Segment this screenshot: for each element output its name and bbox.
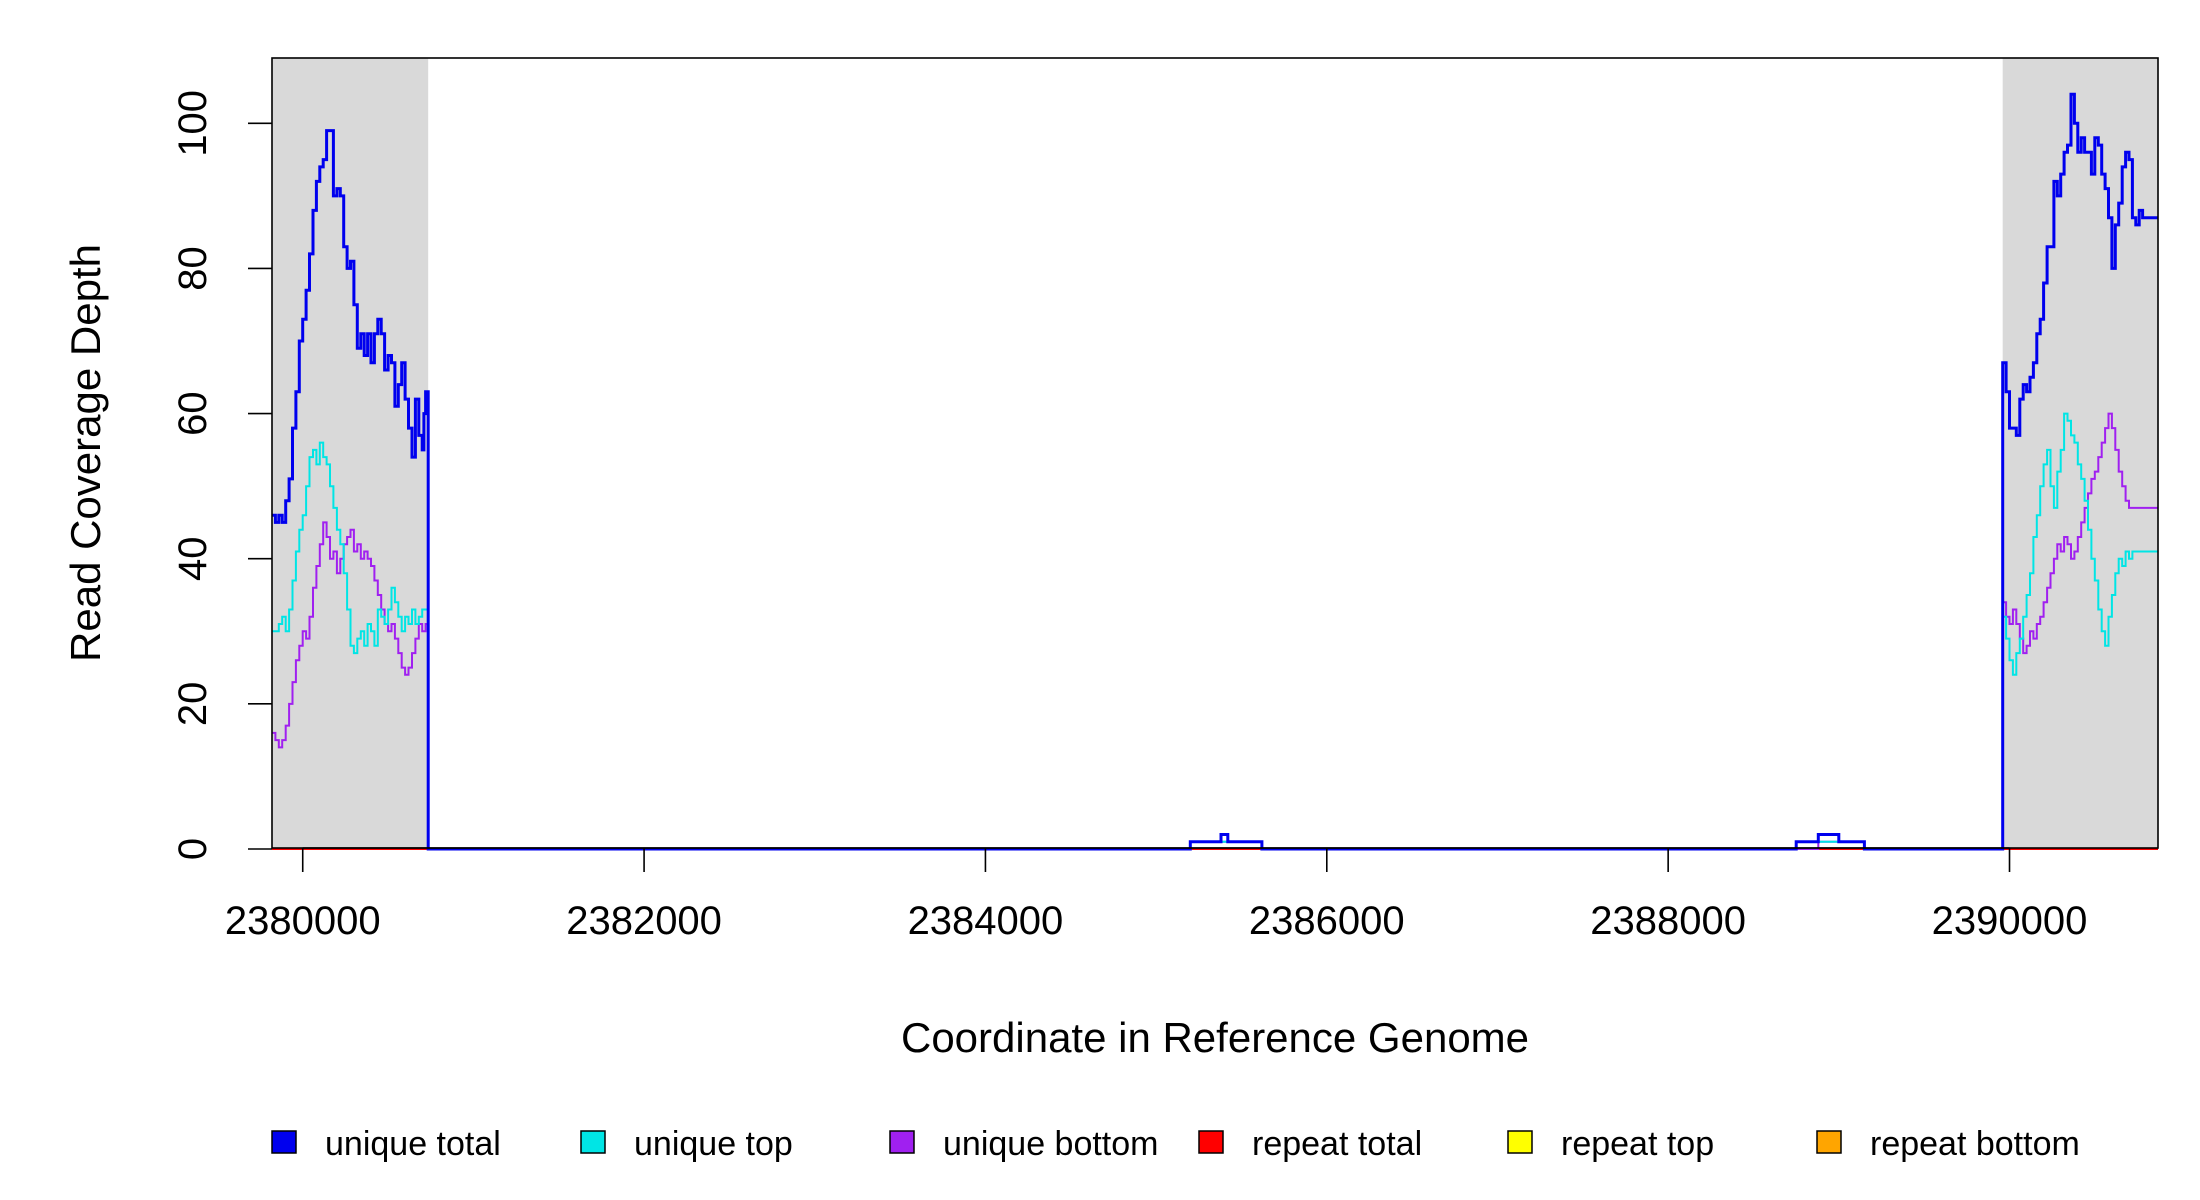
- y-axis-label: Read Coverage Depth: [62, 244, 109, 662]
- y-axis: 0 20 40 60 80 100: [171, 90, 272, 860]
- y-tick-label: 0: [171, 838, 215, 860]
- x-tick-label: 2388000: [1590, 899, 1746, 943]
- series-unique-bottom: [272, 412, 2158, 850]
- y-tick-label: 100: [171, 90, 215, 157]
- series-unique-top: [272, 412, 2158, 850]
- y-tick-label: 60: [171, 391, 215, 436]
- x-tick-label: 2384000: [908, 899, 1064, 943]
- series-lines: [272, 92, 2158, 851]
- y-tick-label: 80: [171, 246, 215, 291]
- x-tick-label: 2380000: [225, 899, 381, 943]
- legend-swatch: [889, 1130, 915, 1154]
- x-tick-label: 2382000: [566, 899, 722, 943]
- legend-label: unique total: [325, 1125, 501, 1163]
- y-tick-label: 20: [171, 682, 215, 727]
- legend-label: repeat bottom: [1870, 1125, 2080, 1163]
- y-tick-label: 40: [171, 536, 215, 581]
- x-axis-label: Coordinate in Reference Genome: [901, 1014, 1529, 1061]
- legend-label: repeat total: [1252, 1125, 1422, 1163]
- legend-swatch: [1198, 1130, 1224, 1154]
- legend: unique total unique top unique bottom repea…: [271, 1125, 2080, 1163]
- legend-label: unique top: [634, 1125, 793, 1163]
- shaded-region-2: [2002, 58, 2158, 848]
- shaded-regions: [272, 58, 2158, 848]
- legend-label: repeat top: [1561, 1125, 1714, 1163]
- shaded-region-1: [272, 58, 429, 848]
- x-tick-label: 2386000: [1249, 899, 1405, 943]
- series-unique-total: [272, 92, 2158, 851]
- plot-frame: [271, 57, 2159, 849]
- x-axis: 2380000 2382000 2384000 2386000 2388000 23900…: [225, 847, 2088, 943]
- legend-swatch: [271, 1130, 297, 1154]
- x-tick-label: 2390000: [1932, 899, 2088, 943]
- legend-swatch: [1816, 1130, 1842, 1154]
- legend-label: unique bottom: [943, 1125, 1159, 1163]
- legend-swatch: [1507, 1130, 1533, 1154]
- legend-swatch: [580, 1130, 606, 1154]
